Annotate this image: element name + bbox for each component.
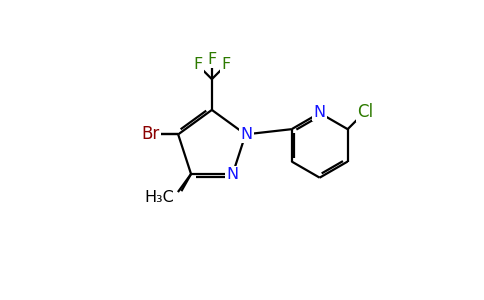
- Text: Br: Br: [141, 125, 160, 143]
- Text: H: H: [162, 190, 174, 205]
- Text: F: F: [207, 52, 216, 67]
- Text: N: N: [314, 105, 326, 120]
- Text: F: F: [221, 58, 231, 73]
- Text: F: F: [193, 58, 202, 73]
- Text: N: N: [240, 127, 252, 142]
- Text: N: N: [227, 167, 239, 182]
- Text: Cl: Cl: [357, 103, 373, 121]
- Text: H₃C: H₃C: [144, 190, 174, 205]
